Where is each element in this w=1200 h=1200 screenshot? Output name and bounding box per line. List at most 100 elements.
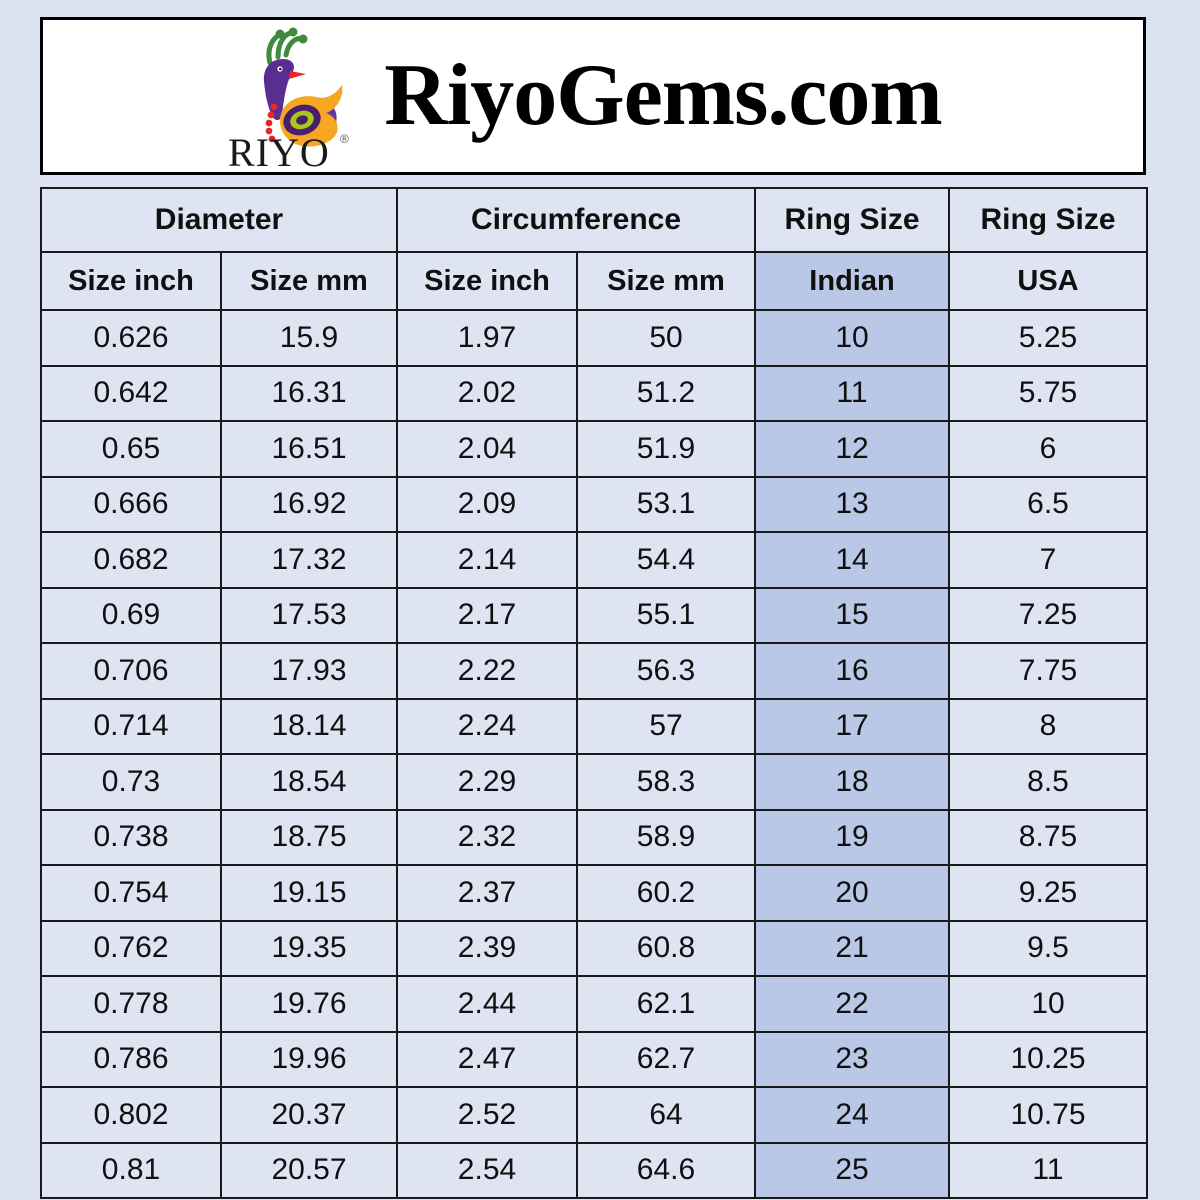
cell-r5-c3: 55.1 bbox=[576, 586, 756, 644]
cell-r7-c1: 18.14 bbox=[220, 697, 398, 755]
svg-text:®: ® bbox=[340, 132, 349, 146]
table-row: 0.65 16.51 2.04 51.9 12 6 bbox=[40, 420, 1148, 478]
cell-r0-c2: 1.97 bbox=[396, 309, 578, 367]
table-row: 0.738 18.75 2.32 58.9 19 8.75 bbox=[40, 808, 1148, 866]
cell-r4-c3: 54.4 bbox=[576, 531, 756, 589]
cell-r6-c2: 2.22 bbox=[396, 642, 578, 700]
cell-r12-c4: 22 bbox=[754, 975, 950, 1033]
cell-r1-c1: 16.31 bbox=[220, 364, 398, 422]
cell-r0-c5: 5.25 bbox=[948, 309, 1148, 367]
cell-r2-c1: 16.51 bbox=[220, 420, 398, 478]
cell-r10-c4: 20 bbox=[754, 864, 950, 922]
cell-r11-c2: 2.39 bbox=[396, 919, 578, 977]
cell-r8-c4: 18 bbox=[754, 753, 950, 811]
cell-r8-c0: 0.73 bbox=[40, 753, 222, 811]
cell-r6-c4: 16 bbox=[754, 642, 950, 700]
sub-header-size-mm-1: Size mm bbox=[220, 251, 398, 311]
cell-r14-c3: 64 bbox=[576, 1086, 756, 1144]
cell-r15-c3: 64.6 bbox=[576, 1141, 756, 1199]
group-header-ring-size-3: Ring Size bbox=[948, 187, 1148, 253]
cell-r5-c2: 2.17 bbox=[396, 586, 578, 644]
table-row: 0.73 18.54 2.29 58.3 18 8.5 bbox=[40, 753, 1148, 811]
cell-r8-c1: 18.54 bbox=[220, 753, 398, 811]
cell-r14-c2: 2.52 bbox=[396, 1086, 578, 1144]
brand-header: RIYO ® RiyoGems.com bbox=[40, 17, 1146, 175]
peacock-logo: RIYO ® bbox=[220, 21, 370, 171]
cell-r6-c5: 7.75 bbox=[948, 642, 1148, 700]
cell-r8-c2: 2.29 bbox=[396, 753, 578, 811]
cell-r15-c0: 0.81 bbox=[40, 1141, 222, 1199]
cell-r15-c5: 11 bbox=[948, 1141, 1148, 1199]
cell-r12-c5: 10 bbox=[948, 975, 1148, 1033]
cell-r13-c0: 0.786 bbox=[40, 1030, 222, 1088]
cell-r6-c3: 56.3 bbox=[576, 642, 756, 700]
cell-r14-c0: 0.802 bbox=[40, 1086, 222, 1144]
ring-size-table: Diameter Circumference Ring Size Ring Size … bbox=[40, 187, 1148, 1199]
cell-r6-c0: 0.706 bbox=[40, 642, 222, 700]
cell-r4-c0: 0.682 bbox=[40, 531, 222, 589]
cell-r11-c0: 0.762 bbox=[40, 919, 222, 977]
cell-r8-c3: 58.3 bbox=[576, 753, 756, 811]
cell-r9-c5: 8.75 bbox=[948, 808, 1148, 866]
cell-r9-c3: 58.9 bbox=[576, 808, 756, 866]
sub-header-row: Size inch Size mm Size inch Size mm Indian US… bbox=[40, 251, 1148, 311]
table-row: 0.754 19.15 2.37 60.2 20 9.25 bbox=[40, 864, 1148, 922]
cell-r1-c4: 11 bbox=[754, 364, 950, 422]
sub-header-size-inch-2: Size inch bbox=[396, 251, 578, 311]
cell-r9-c2: 2.32 bbox=[396, 808, 578, 866]
cell-r12-c1: 19.76 bbox=[220, 975, 398, 1033]
cell-r3-c3: 53.1 bbox=[576, 475, 756, 533]
cell-r9-c4: 19 bbox=[754, 808, 950, 866]
cell-r4-c1: 17.32 bbox=[220, 531, 398, 589]
cell-r7-c3: 57 bbox=[576, 697, 756, 755]
cell-r11-c5: 9.5 bbox=[948, 919, 1148, 977]
cell-r13-c2: 2.47 bbox=[396, 1030, 578, 1088]
group-header-ring-size-2: Ring Size bbox=[754, 187, 950, 253]
sub-header-usa-5: USA bbox=[948, 251, 1148, 311]
table-row: 0.706 17.93 2.22 56.3 16 7.75 bbox=[40, 642, 1148, 700]
cell-r12-c3: 62.1 bbox=[576, 975, 756, 1033]
sub-header-size-mm-3: Size mm bbox=[576, 251, 756, 311]
table-row: 0.666 16.92 2.09 53.1 13 6.5 bbox=[40, 475, 1148, 533]
group-header-circumference-1: Circumference bbox=[396, 187, 756, 253]
cell-r0-c4: 10 bbox=[754, 309, 950, 367]
cell-r1-c0: 0.642 bbox=[40, 364, 222, 422]
cell-r2-c3: 51.9 bbox=[576, 420, 756, 478]
table-row: 0.786 19.96 2.47 62.7 23 10.25 bbox=[40, 1030, 1148, 1088]
cell-r10-c5: 9.25 bbox=[948, 864, 1148, 922]
cell-r1-c5: 5.75 bbox=[948, 364, 1148, 422]
cell-r11-c3: 60.8 bbox=[576, 919, 756, 977]
table-row: 0.626 15.9 1.97 50 10 5.25 bbox=[40, 309, 1148, 367]
cell-r15-c4: 25 bbox=[754, 1141, 950, 1199]
brand-header-content: RIYO ® RiyoGems.com bbox=[220, 21, 943, 171]
cell-r5-c4: 15 bbox=[754, 586, 950, 644]
cell-r1-c3: 51.2 bbox=[576, 364, 756, 422]
table-header: Diameter Circumference Ring Size Ring Size … bbox=[40, 187, 1148, 311]
cell-r7-c5: 8 bbox=[948, 697, 1148, 755]
table-row: 0.642 16.31 2.02 51.2 11 5.75 bbox=[40, 364, 1148, 422]
table-body: 0.626 15.9 1.97 50 10 5.25 0.642 16.31 2.02 51.2 1… bbox=[40, 309, 1148, 1199]
cell-r4-c2: 2.14 bbox=[396, 531, 578, 589]
group-header-diameter-0: Diameter bbox=[40, 187, 398, 253]
cell-r0-c0: 0.626 bbox=[40, 309, 222, 367]
cell-r6-c1: 17.93 bbox=[220, 642, 398, 700]
table-row: 0.81 20.57 2.54 64.6 25 11 bbox=[40, 1141, 1148, 1199]
cell-r12-c0: 0.778 bbox=[40, 975, 222, 1033]
cell-r2-c0: 0.65 bbox=[40, 420, 222, 478]
cell-r7-c4: 17 bbox=[754, 697, 950, 755]
sub-header-size-inch-0: Size inch bbox=[40, 251, 222, 311]
cell-r2-c4: 12 bbox=[754, 420, 950, 478]
cell-r0-c1: 15.9 bbox=[220, 309, 398, 367]
cell-r0-c3: 50 bbox=[576, 309, 756, 367]
cell-r9-c0: 0.738 bbox=[40, 808, 222, 866]
table-row: 0.778 19.76 2.44 62.1 22 10 bbox=[40, 975, 1148, 1033]
cell-r8-c5: 8.5 bbox=[948, 753, 1148, 811]
cell-r4-c5: 7 bbox=[948, 531, 1148, 589]
cell-r9-c1: 18.75 bbox=[220, 808, 398, 866]
cell-r3-c5: 6.5 bbox=[948, 475, 1148, 533]
cell-r13-c3: 62.7 bbox=[576, 1030, 756, 1088]
cell-r10-c3: 60.2 bbox=[576, 864, 756, 922]
cell-r11-c4: 21 bbox=[754, 919, 950, 977]
cell-r13-c5: 10.25 bbox=[948, 1030, 1148, 1088]
cell-r2-c2: 2.04 bbox=[396, 420, 578, 478]
